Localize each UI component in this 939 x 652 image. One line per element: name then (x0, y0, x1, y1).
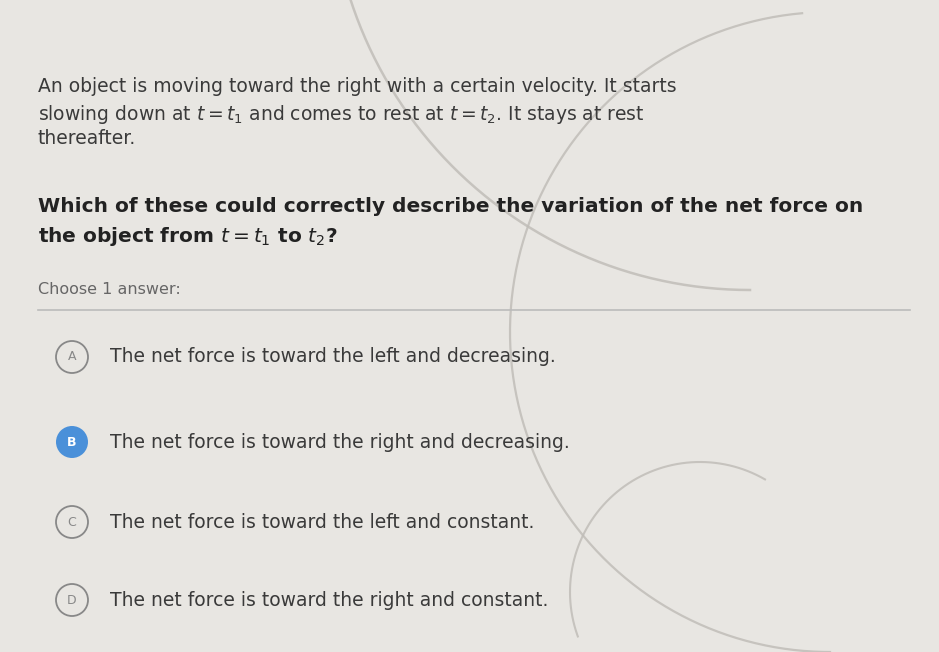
Text: D: D (68, 593, 77, 606)
Text: An object is moving toward the right with a certain velocity. It starts: An object is moving toward the right wit… (38, 77, 677, 96)
Text: B: B (68, 436, 77, 449)
Text: The net force is toward the right and decreasing.: The net force is toward the right and de… (110, 432, 570, 451)
Text: A: A (68, 351, 76, 364)
Circle shape (56, 341, 88, 373)
Text: The net force is toward the left and decreasing.: The net force is toward the left and dec… (110, 348, 556, 366)
Circle shape (56, 584, 88, 616)
Circle shape (56, 506, 88, 538)
Text: slowing down at $t = t_1$ and comes to rest at $t = t_2$. It stays at rest: slowing down at $t = t_1$ and comes to r… (38, 103, 645, 126)
Circle shape (56, 426, 88, 458)
Text: Choose 1 answer:: Choose 1 answer: (38, 282, 180, 297)
Text: The net force is toward the right and constant.: The net force is toward the right and co… (110, 591, 548, 610)
Text: thereafter.: thereafter. (38, 129, 136, 148)
Text: Which of these could correctly describe the variation of the net force on: Which of these could correctly describe … (38, 197, 863, 216)
Text: the object from $t = t_1$ to $t_2$?: the object from $t = t_1$ to $t_2$? (38, 225, 338, 248)
Text: C: C (68, 516, 76, 529)
Text: The net force is toward the left and constant.: The net force is toward the left and con… (110, 512, 534, 531)
